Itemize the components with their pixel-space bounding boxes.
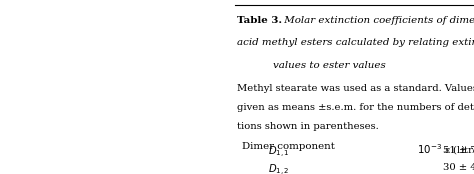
Text: Methyl stearate was used as a standard. Values are: Methyl stearate was used as a standard. … <box>237 84 474 93</box>
Text: Table 3.: Table 3. <box>237 16 282 25</box>
Text: $D_{1,2}$: $D_{1,2}$ <box>268 163 289 174</box>
Text: given as means ±s.e.m. for the numbers of determina-: given as means ±s.e.m. for the numbers o… <box>237 103 474 112</box>
Text: acid methyl esters calculated by relating extinction: acid methyl esters calculated by relatin… <box>237 38 474 47</box>
Text: Dimer component: Dimer component <box>242 142 335 151</box>
Text: Molar extinction coefficients of dimeric fatty-: Molar extinction coefficients of dimeric… <box>281 16 474 25</box>
Text: values to ester values: values to ester values <box>273 61 385 70</box>
Text: $10^{-3}$ ε (litre·mol$^{-1}$·cm$^{-1}$): $10^{-3}$ ε (litre·mol$^{-1}$·cm$^{-1}$) <box>417 142 474 157</box>
Text: $D_{1,1}$: $D_{1,1}$ <box>268 145 289 160</box>
Text: 51 ± 7 (3): 51 ± 7 (3) <box>443 145 474 154</box>
Text: 30 ± 4 (4): 30 ± 4 (4) <box>443 163 474 172</box>
Text: tions shown in parentheses.: tions shown in parentheses. <box>237 122 379 131</box>
